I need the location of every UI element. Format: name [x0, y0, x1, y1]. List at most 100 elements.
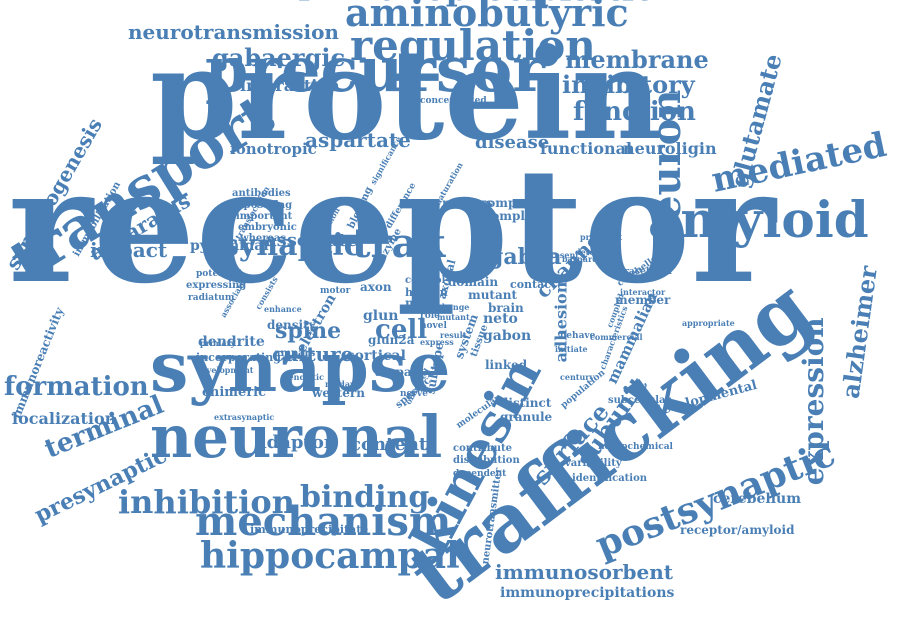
- word-human: human: [405, 286, 448, 300]
- word-immunoprecipitations: immunoprecipitations: [500, 585, 675, 602]
- word-impact: impact: [90, 238, 168, 262]
- word-dendritic: dendritic: [283, 371, 324, 382]
- word-barnard: barnard: [562, 253, 598, 264]
- word-neurotransmission: neurotransmission: [128, 20, 339, 44]
- word-ionotropic: ionotropic: [230, 139, 317, 158]
- word-present: present: [545, 249, 580, 260]
- word-commercial: commercial: [590, 331, 643, 342]
- word-whereas: whereas: [240, 233, 286, 244]
- word-control: control: [405, 275, 446, 286]
- word-immunoprecipitate: immunoprecipitate: [250, 523, 369, 537]
- word-contribute: contribute: [453, 443, 512, 454]
- word-receptor: receptor: [8, 133, 776, 319]
- word-important: important: [236, 211, 293, 222]
- word-change: change: [437, 301, 470, 312]
- word-content: content: [350, 433, 428, 455]
- word-incorporating: incorporating: [196, 351, 281, 365]
- word-initiate: initiate: [555, 343, 588, 354]
- word-western: western: [312, 386, 365, 401]
- word-mutant: mutant: [468, 288, 518, 303]
- word-disease: disease: [475, 131, 550, 153]
- word-axon: axon: [360, 280, 392, 295]
- word-novel: novel: [420, 320, 447, 331]
- word-role: role: [420, 310, 440, 321]
- word-mechanism: mechanism: [195, 498, 452, 545]
- word-pyramidal: pyramidal: [190, 238, 269, 255]
- word-miro: miro: [405, 296, 437, 311]
- word-development: development: [196, 364, 254, 375]
- word-ampar: ampar: [375, 365, 418, 380]
- word-chimeric: chimeric: [202, 385, 267, 401]
- word-functional: functional: [540, 138, 633, 158]
- word-concentrated: concentrated: [420, 95, 487, 106]
- word-immunosorbent: immunosorbent: [495, 560, 673, 584]
- word-neurochemical: neurochemical: [598, 441, 673, 452]
- word-function: function: [573, 96, 696, 127]
- word-glun: glun: [363, 308, 399, 325]
- word-prevalent: prevalent: [580, 231, 623, 242]
- word-immunoprecipitation: immunoprecipitation: [298, 0, 679, 5]
- word-app695flag: app695flag: [230, 200, 293, 211]
- word-domain: domain: [448, 275, 499, 290]
- word-nerve: nerve: [400, 388, 428, 399]
- word-distribution: distribution: [453, 455, 520, 466]
- word-spine: spine: [275, 318, 342, 345]
- word-mutant2: mutant: [437, 311, 470, 322]
- word-inhibitory: inhibitory: [562, 70, 695, 100]
- word-granule: granule: [500, 410, 553, 425]
- word-culture: culture: [272, 342, 354, 366]
- word-aspartate: aspartate: [305, 128, 411, 152]
- word-enhance: enhance: [264, 303, 302, 314]
- word-primary: primary: [200, 337, 236, 348]
- word-glun2a: glun2a: [368, 333, 415, 348]
- word-membrane: membrane: [565, 45, 709, 75]
- word-ampars: ampars: [274, 348, 316, 359]
- word-receptor_amyloid: receptor/amyloid: [680, 523, 795, 538]
- word-expression: expression: [796, 317, 830, 485]
- word-neuronal: neuronal: [150, 402, 443, 471]
- word-linked: linked: [485, 358, 528, 373]
- word-complex: complex: [484, 209, 540, 224]
- word-cerebellum: cerebellum: [713, 491, 802, 508]
- word-formation: formation: [4, 371, 149, 402]
- word-gabaa: gabaa: [488, 244, 562, 271]
- word-alzheimer: alzheimer: [835, 264, 883, 401]
- word-hippocampal: hippocampal: [200, 534, 460, 577]
- word-immunoreactivity: immunoreactivity: [9, 305, 67, 421]
- word-motor: motor: [320, 285, 351, 296]
- word-brain: brain: [488, 301, 524, 316]
- word-century: century: [560, 371, 595, 382]
- word-detergent: detergent: [575, 246, 619, 257]
- word-associate: associate: [265, 229, 359, 251]
- word-extrasynaptic: extrasynaptic: [214, 411, 275, 422]
- word-result: result: [440, 329, 467, 340]
- word-intracellular: intracellular: [610, 266, 674, 277]
- word-gabaergic: gabaergic: [212, 43, 346, 73]
- word-neto: neto: [483, 311, 518, 328]
- word-cortical: cortical: [346, 348, 406, 365]
- word-binding: binding: [300, 480, 430, 515]
- word-dependent: dependent: [453, 468, 507, 479]
- word-nmdar: nmdar: [325, 378, 355, 389]
- word-precursor: precursor: [205, 33, 545, 107]
- word-neuroligin: neuroligin: [623, 138, 717, 158]
- word-interactor: interactor: [620, 286, 666, 297]
- word-nmdars: nmdars: [442, 196, 493, 211]
- word-member: member: [615, 293, 671, 308]
- word-synaptic: synaptic: [222, 228, 363, 263]
- word-contact: contact: [510, 278, 557, 292]
- word-protein: protein: [150, 21, 663, 168]
- word-interaction: interaction: [240, 75, 340, 95]
- word-gabon: gabon: [483, 328, 532, 345]
- word-identification: identification: [572, 473, 648, 484]
- word-subcellular: subcellular: [608, 395, 671, 406]
- word-cell: cell: [375, 314, 428, 345]
- word-inhibition: inhibition: [118, 483, 295, 522]
- word-distinct: distinct: [500, 396, 552, 411]
- word-potential: potential: [196, 268, 242, 279]
- word-variability: variability: [565, 458, 622, 469]
- word-behave: behave: [560, 330, 596, 341]
- word-localization: localization: [12, 408, 117, 428]
- word-adaptor: adaptor: [255, 431, 334, 453]
- word-density: density: [267, 318, 316, 333]
